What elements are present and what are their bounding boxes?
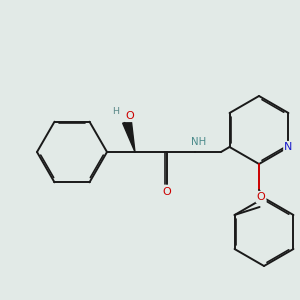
Polygon shape xyxy=(123,121,135,152)
Text: H: H xyxy=(112,106,119,116)
Text: NH: NH xyxy=(191,137,207,147)
Text: O: O xyxy=(163,187,171,197)
Text: N: N xyxy=(284,142,292,152)
Text: O: O xyxy=(126,111,134,121)
Text: O: O xyxy=(256,192,266,202)
